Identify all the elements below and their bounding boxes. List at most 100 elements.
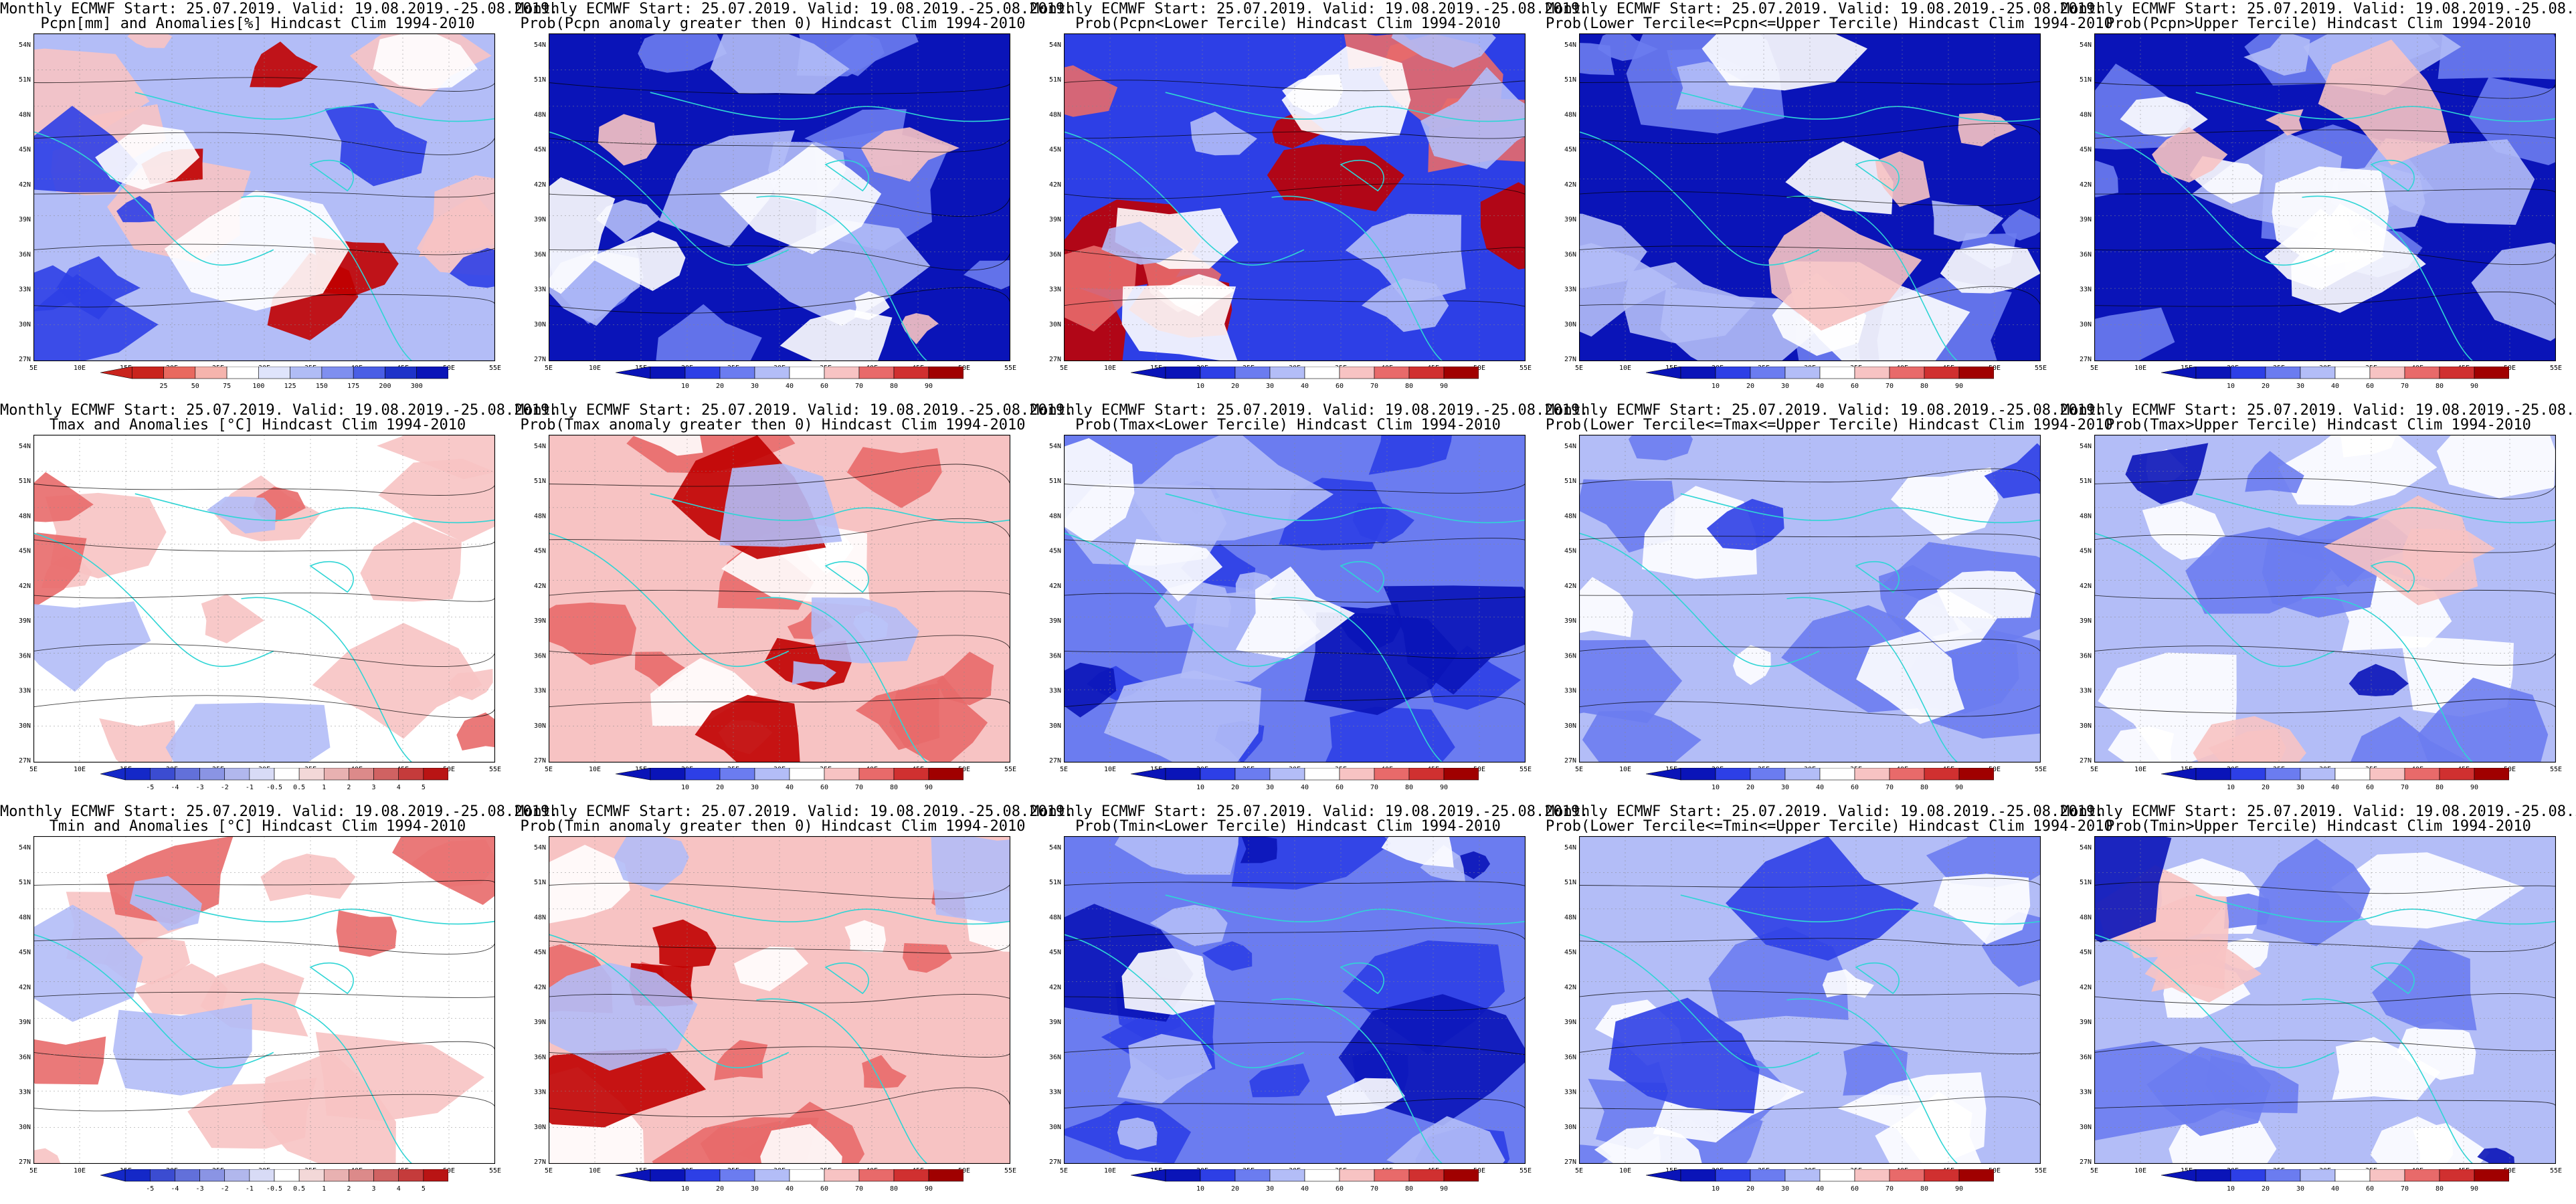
colorbar-label: 20 xyxy=(1231,1185,1239,1193)
coastline xyxy=(1340,159,1384,192)
contour-line xyxy=(33,484,495,496)
colorbar-cell xyxy=(1958,366,1995,379)
forecast-panel: Monthly ECMWF Start: 25.07.2019. Valid: … xyxy=(1546,803,2113,1204)
colorbar-cell xyxy=(199,1169,225,1182)
field-region xyxy=(336,910,397,957)
contour-line xyxy=(1579,123,2041,144)
colorbar-label: 90 xyxy=(1440,784,1448,791)
contour-line xyxy=(2094,1039,2556,1053)
field-region xyxy=(2340,435,2397,458)
forecast-panel: Monthly ECMWF Start: 25.07.2019. Valid: … xyxy=(1030,803,1588,1204)
latitude-label: 42N xyxy=(2080,181,2092,189)
map-area xyxy=(33,33,495,361)
colorbar-cell xyxy=(719,767,755,781)
colorbar-cell xyxy=(249,1169,275,1182)
field-region xyxy=(377,435,495,480)
colorbar-cell xyxy=(398,767,424,781)
coastline xyxy=(33,934,274,1069)
field-region xyxy=(650,658,758,726)
field-region xyxy=(1579,577,1633,637)
map-frame xyxy=(2094,435,2556,763)
field-region xyxy=(2094,307,2175,361)
contour-line xyxy=(2094,478,2556,500)
coastline xyxy=(1340,962,1384,995)
contour-line xyxy=(549,698,1010,708)
longitude-label: 10E xyxy=(1619,365,1631,372)
colorbar-label: -5 xyxy=(146,1185,154,1193)
colorbar-label: 20 xyxy=(1746,784,1754,791)
map-area xyxy=(33,836,495,1164)
latitude-label: 42N xyxy=(19,583,31,590)
field-region xyxy=(633,435,703,456)
colorbar-cell xyxy=(719,366,755,379)
colorbar-label: -3 xyxy=(196,784,204,791)
panel-title: Prob(Lower Tercile<=Tmin<=Upper Tercile)… xyxy=(1546,818,2113,835)
map-area xyxy=(549,435,1010,763)
colorbar-cell xyxy=(1924,366,1960,379)
colorbar-label: 40 xyxy=(1301,784,1309,791)
latitude-label: 33N xyxy=(1564,1089,1576,1096)
colorbar: 25 50 75 100 125 150 175 200 300 xyxy=(100,366,449,393)
colorbar-label: 90 xyxy=(2470,784,2478,791)
field-region xyxy=(187,1078,317,1149)
contour-line xyxy=(549,82,1010,95)
latitude-label: 54N xyxy=(19,443,31,450)
field-region xyxy=(1706,498,1784,550)
colorbar-label: 80 xyxy=(1405,784,1413,791)
panel-header: Monthly ECMWF Start: 25.07.2019. Valid: … xyxy=(2061,1,2576,17)
contour-line xyxy=(2094,940,2556,952)
field-region xyxy=(1582,710,1701,763)
field-region xyxy=(33,601,151,692)
colorbar-label: 80 xyxy=(1920,784,1928,791)
panel-title: Pcpn[mm] and Anomalies[%] Hindcast Clim … xyxy=(40,15,475,32)
latitude-label: 33N xyxy=(19,1089,31,1096)
longitude-label: 10E xyxy=(589,766,601,773)
latitude-label: 27N xyxy=(1049,757,1061,765)
latitude-label: 30N xyxy=(19,1124,31,1131)
coastline xyxy=(824,159,869,192)
colorbar-cell xyxy=(2439,767,2475,781)
contour-line xyxy=(2094,189,2556,195)
colorbar-cell xyxy=(373,767,399,781)
colorbar-cell xyxy=(1750,767,1786,781)
colorbar-label: 60 xyxy=(2366,784,2374,791)
map-area xyxy=(1579,33,2041,361)
colorbar-cell xyxy=(323,767,349,781)
latitude-label: 36N xyxy=(2080,251,2092,258)
colorbar-cell xyxy=(1269,366,1305,379)
latitude-label: 27N xyxy=(534,356,546,363)
latitude-label: 51N xyxy=(1564,478,1576,485)
field-region xyxy=(1325,706,1455,763)
colorbar-label: 30 xyxy=(1266,383,1274,390)
colorbar-label: 90 xyxy=(2470,383,2478,390)
longitude-label: 10E xyxy=(74,1167,86,1175)
colorbar-label: 30 xyxy=(1266,1185,1274,1193)
forecast-panel: Monthly ECMWF Start: 25.07.2019. Valid: … xyxy=(0,0,558,401)
longitude-label: 55E xyxy=(2035,1167,2047,1175)
longitude-label: 10E xyxy=(2134,766,2146,773)
field-region xyxy=(1822,969,1874,998)
field-region xyxy=(164,190,350,311)
longitude-label: 5E xyxy=(2090,1167,2098,1175)
colorbar-label: 30 xyxy=(2296,1185,2304,1193)
map-area xyxy=(2094,435,2556,763)
colorbar-arrow xyxy=(1130,366,1166,379)
colorbar-label: 20 xyxy=(716,1185,724,1193)
contour-line xyxy=(549,245,1010,271)
contour-line xyxy=(1579,1096,2041,1110)
latitude-label: 33N xyxy=(2080,286,2092,294)
field-region xyxy=(1282,74,1344,115)
map-area xyxy=(1579,435,2041,763)
field-region xyxy=(456,712,495,750)
colorbar-cell xyxy=(1784,767,1821,781)
field-region xyxy=(1856,631,1964,724)
map-frame xyxy=(1579,435,2041,763)
colorbar-label: 90 xyxy=(1955,784,1963,791)
colorbar-label: 20 xyxy=(2262,383,2270,390)
colorbar-cell xyxy=(858,767,895,781)
contour-line xyxy=(549,635,1010,656)
map-frame xyxy=(1064,836,1526,1164)
latitude-label: 36N xyxy=(1564,251,1576,258)
longitude-label: 55E xyxy=(2035,766,2047,773)
colorbar-label: 60 xyxy=(1851,383,1859,390)
